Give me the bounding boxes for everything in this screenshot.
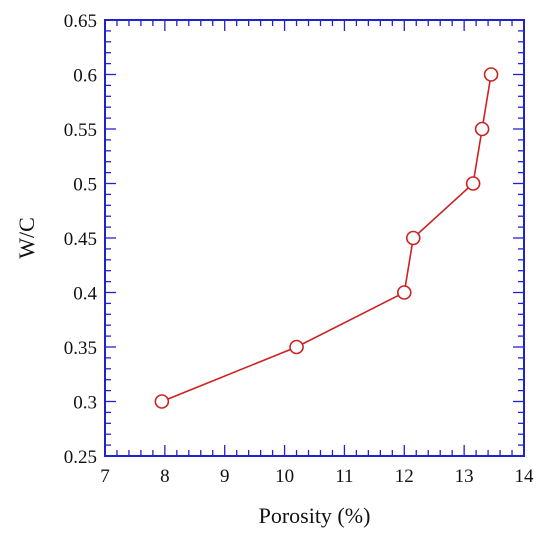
data-point — [474, 121, 490, 137]
x-tick-label: 13 — [455, 466, 474, 487]
y-tick-label: 0.3 — [73, 393, 97, 414]
data-point — [396, 285, 412, 300]
axis-ticks — [104, 19, 525, 457]
x-tick-label: 14 — [515, 466, 535, 487]
plot-frame — [104, 19, 525, 457]
series-line — [161, 74, 492, 403]
data-point — [154, 394, 170, 409]
x-tick-label: 11 — [335, 466, 353, 487]
x-tick-label: 9 — [220, 466, 230, 487]
x-tick-label: 7 — [100, 466, 110, 487]
x-tick-labels: 7 8 9 10 11 12 13 14 — [100, 466, 534, 487]
x-tick-label: 10 — [275, 466, 294, 487]
data-point — [465, 176, 481, 191]
data-point — [289, 339, 304, 355]
y-tick-label: 0.55 — [64, 120, 97, 141]
y-tick-label: 0.45 — [64, 229, 97, 250]
y-tick-label: 0.5 — [73, 175, 97, 196]
y-tick-label: 0.6 — [73, 66, 97, 87]
y-tick-label: 0.65 — [64, 11, 97, 32]
x-axis-title: Porosity (%) — [259, 503, 371, 528]
y-tick-label: 0.35 — [64, 338, 97, 359]
data-point — [483, 67, 499, 82]
x-tick-label: 12 — [395, 466, 414, 487]
data-point — [405, 230, 421, 246]
y-tick-label: 0.25 — [64, 447, 97, 468]
y-tick-label: 0.4 — [73, 284, 97, 305]
y-tick-labels: 0.25 0.3 0.35 0.4 0.45 0.5 0.55 0.6 0.65 — [64, 11, 98, 468]
data-points — [154, 67, 499, 409]
x-tick-label: 8 — [160, 466, 170, 487]
y-axis-title: W/C — [14, 217, 39, 259]
